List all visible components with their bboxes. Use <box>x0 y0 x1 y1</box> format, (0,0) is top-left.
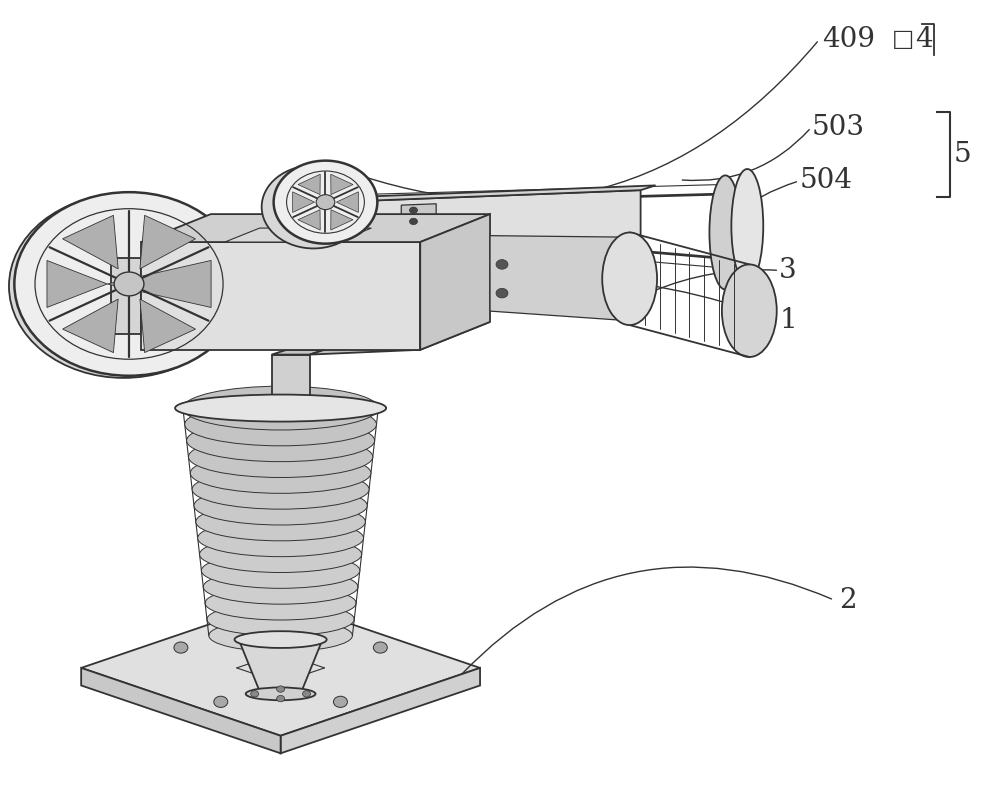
Ellipse shape <box>731 169 763 284</box>
Polygon shape <box>272 355 310 404</box>
Text: 3: 3 <box>779 257 797 284</box>
Circle shape <box>496 288 508 298</box>
Ellipse shape <box>209 619 352 652</box>
Ellipse shape <box>235 631 327 648</box>
Circle shape <box>410 218 417 224</box>
Circle shape <box>496 260 508 269</box>
Ellipse shape <box>246 687 316 700</box>
Text: 1: 1 <box>779 307 797 334</box>
Ellipse shape <box>188 437 373 477</box>
Polygon shape <box>272 350 324 355</box>
Text: 2: 2 <box>839 586 857 614</box>
Polygon shape <box>111 258 141 334</box>
Circle shape <box>410 207 417 213</box>
Ellipse shape <box>194 486 367 525</box>
Ellipse shape <box>207 603 354 636</box>
Circle shape <box>262 166 365 248</box>
Text: 503: 503 <box>811 114 864 141</box>
Ellipse shape <box>190 453 371 493</box>
Circle shape <box>114 272 144 296</box>
Circle shape <box>373 642 387 653</box>
Ellipse shape <box>722 264 777 357</box>
Circle shape <box>174 642 188 653</box>
Ellipse shape <box>201 553 360 588</box>
Polygon shape <box>420 214 490 350</box>
Circle shape <box>333 696 347 707</box>
Ellipse shape <box>187 420 375 461</box>
Polygon shape <box>107 260 211 308</box>
Circle shape <box>214 696 228 707</box>
Text: □: □ <box>892 28 914 51</box>
Polygon shape <box>298 210 320 230</box>
Ellipse shape <box>196 503 365 541</box>
Text: 504: 504 <box>799 167 852 195</box>
Ellipse shape <box>709 175 741 289</box>
Polygon shape <box>336 192 358 212</box>
Circle shape <box>303 690 311 697</box>
Ellipse shape <box>192 469 369 509</box>
Polygon shape <box>140 215 195 269</box>
Ellipse shape <box>198 520 364 557</box>
Text: 5: 5 <box>954 141 971 168</box>
Polygon shape <box>490 235 625 320</box>
Polygon shape <box>81 600 480 736</box>
Polygon shape <box>298 175 320 195</box>
Ellipse shape <box>14 192 244 376</box>
Text: 409: 409 <box>822 26 875 53</box>
Circle shape <box>277 686 285 692</box>
Polygon shape <box>140 299 195 352</box>
Circle shape <box>277 695 285 702</box>
Text: 4: 4 <box>915 26 932 53</box>
Ellipse shape <box>185 403 376 446</box>
Polygon shape <box>331 175 353 195</box>
Ellipse shape <box>602 232 657 325</box>
Polygon shape <box>341 190 641 262</box>
Polygon shape <box>341 185 656 202</box>
Polygon shape <box>81 668 281 753</box>
Polygon shape <box>225 228 371 242</box>
Circle shape <box>274 161 377 244</box>
Ellipse shape <box>200 536 362 573</box>
Polygon shape <box>141 214 490 242</box>
Ellipse shape <box>183 386 378 430</box>
Polygon shape <box>310 322 490 355</box>
Ellipse shape <box>205 586 356 620</box>
Polygon shape <box>47 260 107 308</box>
Polygon shape <box>63 299 118 352</box>
Polygon shape <box>239 639 322 694</box>
Polygon shape <box>281 668 480 753</box>
Ellipse shape <box>175 395 386 421</box>
Polygon shape <box>141 242 420 350</box>
Circle shape <box>251 690 259 697</box>
Ellipse shape <box>9 195 238 378</box>
Polygon shape <box>401 203 436 227</box>
Circle shape <box>316 195 335 210</box>
Ellipse shape <box>203 570 358 604</box>
Polygon shape <box>331 210 353 230</box>
Polygon shape <box>293 192 315 212</box>
Polygon shape <box>63 215 118 269</box>
